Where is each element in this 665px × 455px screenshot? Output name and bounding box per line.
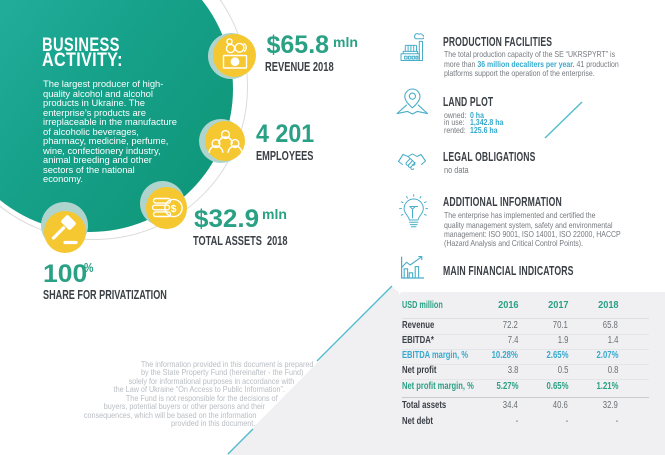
svg-text:$: $ [170, 203, 176, 215]
